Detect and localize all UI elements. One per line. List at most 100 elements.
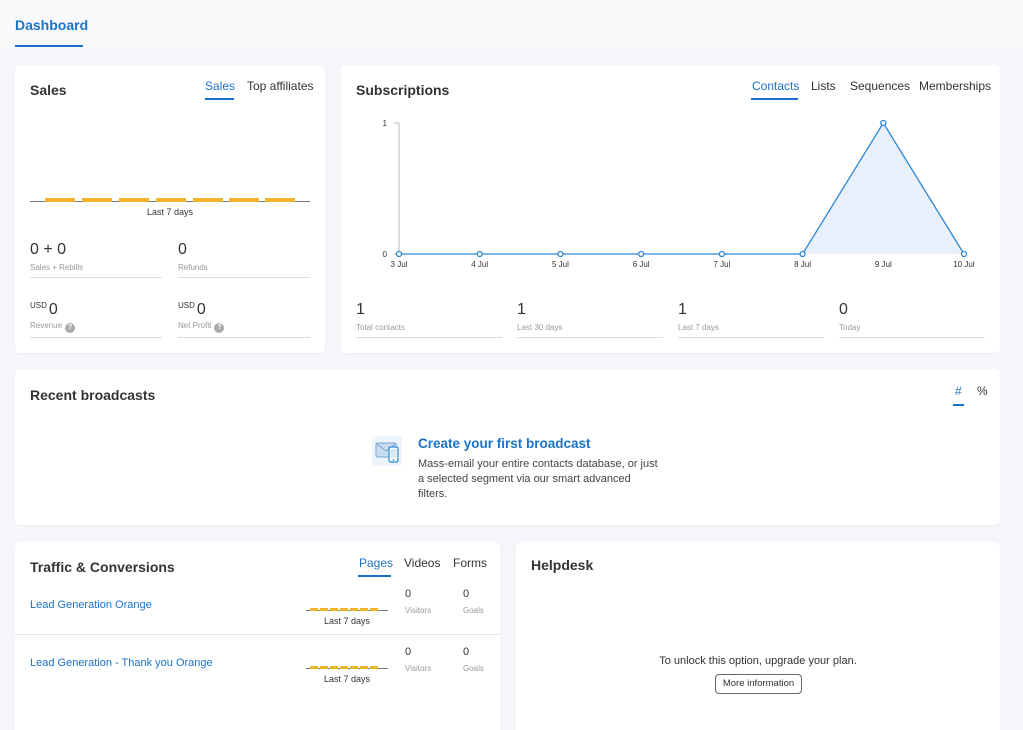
- x-tick-label: 9 Jul: [875, 260, 892, 269]
- tab-contacts-underline: [751, 98, 798, 100]
- stat-divider: [839, 337, 985, 338]
- subscriptions-chart: 0 1 3 Jul 4 Jul 5 Jul 6 Jul 7 Jul 8 Jul 9 Jul 10 …: [383, 119, 975, 269]
- sparkline-segment: [350, 608, 358, 611]
- x-tick-label: 10 Jul: [953, 260, 975, 269]
- sales-title: Sales: [30, 82, 67, 98]
- sparkline-segment: [370, 608, 378, 611]
- sparkline-segment: [310, 608, 318, 611]
- sparkline-caption: Last 7 days: [323, 674, 371, 684]
- stat-last-7-label: Last 7 days: [678, 323, 719, 332]
- x-tick-label: 8 Jul: [794, 260, 811, 269]
- sparkline-segment: [330, 666, 338, 669]
- toggle-count[interactable]: #: [955, 384, 962, 398]
- visitors-label: Visitors: [405, 664, 432, 673]
- goals-label: Goals: [463, 664, 484, 673]
- stat-divider: [30, 277, 162, 278]
- stat-revenue-value: USD 0: [30, 301, 58, 319]
- revenue-label-text: Revenue: [30, 321, 63, 330]
- tab-contacts[interactable]: Contacts: [752, 79, 800, 93]
- data-point: [880, 119, 887, 127]
- visitors-value: 0: [405, 588, 412, 600]
- more-information-button[interactable]: More information: [715, 674, 802, 694]
- broadcast-description: Mass-email your entire contacts database…: [418, 458, 658, 500]
- page-link[interactable]: Lead Generation - Thank you Orange: [30, 657, 213, 669]
- broadcasts-card: Recent broadcasts # % Create your first …: [15, 369, 1000, 525]
- x-tick-label: 7 Jul: [713, 260, 730, 269]
- sparkline-segment: [156, 198, 186, 202]
- y-tick-label: 1: [383, 119, 388, 128]
- tab-dashboard[interactable]: Dashboard: [15, 17, 89, 33]
- toggle-percent[interactable]: %: [977, 384, 988, 398]
- sparkline-segment: [310, 666, 318, 669]
- sales-card: Sales Sales Top affiliates Last 7 days 0…: [15, 65, 325, 353]
- sparkline-segment: [265, 198, 295, 202]
- series-line: [399, 121, 965, 255]
- net-profit-label-text: Net Profit: [178, 321, 212, 330]
- sparkline-caption: Last 7 days: [146, 207, 194, 217]
- tab-forms[interactable]: Forms: [453, 556, 487, 570]
- tab-lists[interactable]: Lists: [811, 79, 836, 93]
- help-icon[interactable]: ?: [65, 323, 76, 333]
- stat-divider: [678, 337, 824, 338]
- net-profit-amount: 0: [196, 301, 206, 318]
- sparkline-segment: [229, 198, 259, 202]
- data-point: [718, 250, 726, 258]
- data-point: [395, 250, 403, 258]
- visitors-label: Visitors: [405, 606, 432, 615]
- helpdesk-card: Helpdesk To unlock this option, upgrade …: [516, 542, 1000, 730]
- sparkline-segment: [82, 198, 112, 202]
- stat-revenue-label: Revenue?: [30, 321, 76, 333]
- stat-divider: [178, 277, 310, 278]
- traffic-card: Traffic & Conversions Pages Videos Forms…: [15, 542, 500, 730]
- tab-sales[interactable]: Sales: [205, 79, 236, 93]
- sparkline-segment: [45, 198, 75, 202]
- visitors-value: 0: [405, 646, 412, 658]
- helpdesk-title: Helpdesk: [531, 557, 594, 573]
- tab-memberships[interactable]: Memberships: [919, 79, 992, 93]
- tab-videos[interactable]: Videos: [404, 556, 441, 570]
- data-point: [476, 250, 483, 258]
- currency-code: USD: [30, 301, 47, 310]
- tab-top-affiliates[interactable]: Top affiliates: [247, 79, 314, 93]
- stat-refunds-value: 0: [178, 241, 187, 258]
- data-point: [960, 250, 968, 258]
- page-link[interactable]: Lead Generation Orange: [30, 599, 152, 611]
- revenue-amount: 0: [48, 301, 58, 318]
- sparkline-segment: [320, 608, 328, 611]
- x-tick-label: 6 Jul: [633, 260, 650, 269]
- tab-dashboard-underline: [15, 45, 83, 47]
- help-icon[interactable]: ?: [214, 323, 225, 333]
- x-tick-label: 4 Jul: [471, 260, 488, 269]
- subscriptions-card: Subscriptions Contacts Lists Sequences M…: [341, 65, 1000, 353]
- goals-label: Goals: [463, 606, 484, 615]
- tab-sales-underline: [205, 98, 234, 100]
- y-tick-label: 0: [383, 250, 388, 259]
- data-point: [799, 250, 806, 258]
- goals-value: 0: [463, 646, 470, 658]
- stat-refunds-label: Refunds: [178, 263, 208, 272]
- mail-mobile-icon: [371, 435, 403, 467]
- stat-sales-rebills-label: Sales + Rebills: [30, 263, 84, 272]
- broadcasts-title: Recent broadcasts: [30, 387, 156, 403]
- tab-sequences[interactable]: Sequences: [850, 79, 911, 93]
- stat-today-value: 0: [839, 301, 848, 318]
- sparkline-segment: [340, 608, 348, 611]
- x-tick-label: 5 Jul: [552, 260, 569, 269]
- sparkline-caption: Last 7 days: [323, 616, 371, 626]
- create-broadcast-link[interactable]: Create your first broadcast: [418, 436, 591, 451]
- data-point: [637, 250, 645, 258]
- stat-divider: [30, 337, 162, 338]
- sparkline-segment: [360, 608, 368, 611]
- tab-pages-underline: [358, 575, 391, 577]
- sparkline-segment: [193, 198, 223, 202]
- stat-divider: [356, 337, 502, 338]
- stat-total-contacts-value: 1: [356, 301, 365, 318]
- sparkline-segment: [350, 666, 358, 669]
- sparkline-segment: [320, 666, 328, 669]
- stat-today-label: Today: [839, 323, 861, 332]
- top-bar: Dashboard: [0, 0, 1023, 48]
- tab-pages[interactable]: Pages: [359, 556, 394, 570]
- stat-last-30-value: 1: [517, 301, 526, 318]
- upgrade-message: To unlock this option, upgrade your plan…: [659, 655, 857, 667]
- series-area: [399, 123, 964, 254]
